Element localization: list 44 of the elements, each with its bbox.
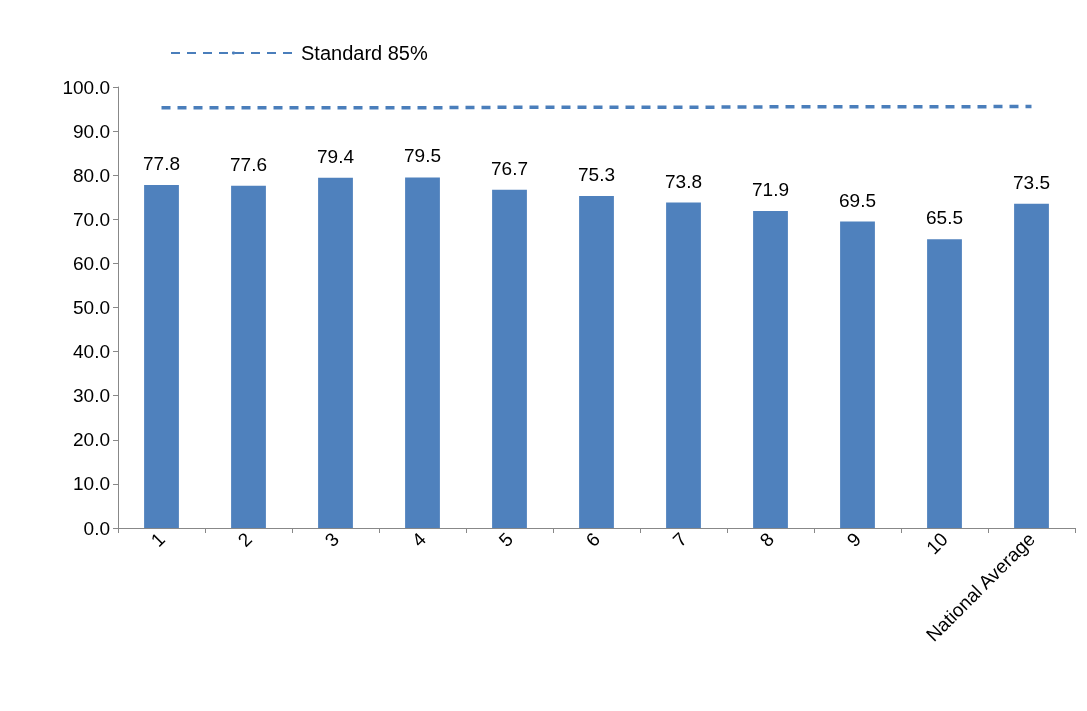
- data-label: 71.9: [752, 178, 789, 200]
- y-tick-label: 60.0: [73, 252, 110, 274]
- y-tick-label: 80.0: [73, 164, 110, 186]
- data-label: 77.8: [143, 152, 180, 174]
- text: Standard 85%: [301, 42, 428, 64]
- data-label: 76.7: [491, 157, 528, 179]
- y-tick-label: 70.0: [73, 208, 110, 230]
- y-tick-label: 0.0: [83, 517, 110, 539]
- data-label: 79.5: [404, 145, 441, 167]
- x-tick-label: 6: [581, 528, 604, 551]
- bar: [927, 239, 962, 528]
- bar: [666, 202, 701, 528]
- bar: [1014, 203, 1049, 528]
- bar: [318, 177, 353, 528]
- x-tick-label: 8: [755, 528, 778, 551]
- data-label: 65.5: [926, 207, 963, 229]
- bar: [492, 189, 527, 528]
- y-tick-label: 10.0: [73, 473, 110, 495]
- x-tick-label: 9: [842, 528, 865, 551]
- bar: [840, 221, 875, 528]
- y-tick-label: 90.0: [73, 120, 110, 142]
- data-label: 69.5: [839, 189, 876, 211]
- data-label: 75.3: [578, 163, 615, 185]
- bar: [231, 185, 266, 528]
- y-tick-label: 40.0: [73, 341, 110, 363]
- y-tick-label: 50.0: [73, 297, 110, 318]
- x-tick-label: 3: [320, 528, 343, 551]
- x-tick-label: 2: [233, 528, 256, 551]
- x-tick-label: 4: [407, 528, 430, 551]
- bar: [579, 195, 614, 528]
- x-tick-label: 10: [922, 528, 952, 559]
- bar: [405, 177, 440, 528]
- bar: [144, 184, 179, 528]
- y-tick-label: 30.0: [73, 385, 110, 407]
- x-tick-label: 5: [494, 528, 517, 551]
- y-tick-label: 20.0: [73, 429, 110, 451]
- y-tick-label: 100.0: [62, 76, 110, 98]
- data-label: 79.4: [317, 145, 355, 167]
- data-label: 73.5: [1013, 171, 1050, 193]
- data-label: 77.6: [230, 153, 267, 175]
- x-tick-label: 1: [146, 528, 169, 551]
- bar: [753, 210, 788, 528]
- x-tick-label: 7: [668, 528, 691, 551]
- data-label: 73.8: [665, 170, 702, 192]
